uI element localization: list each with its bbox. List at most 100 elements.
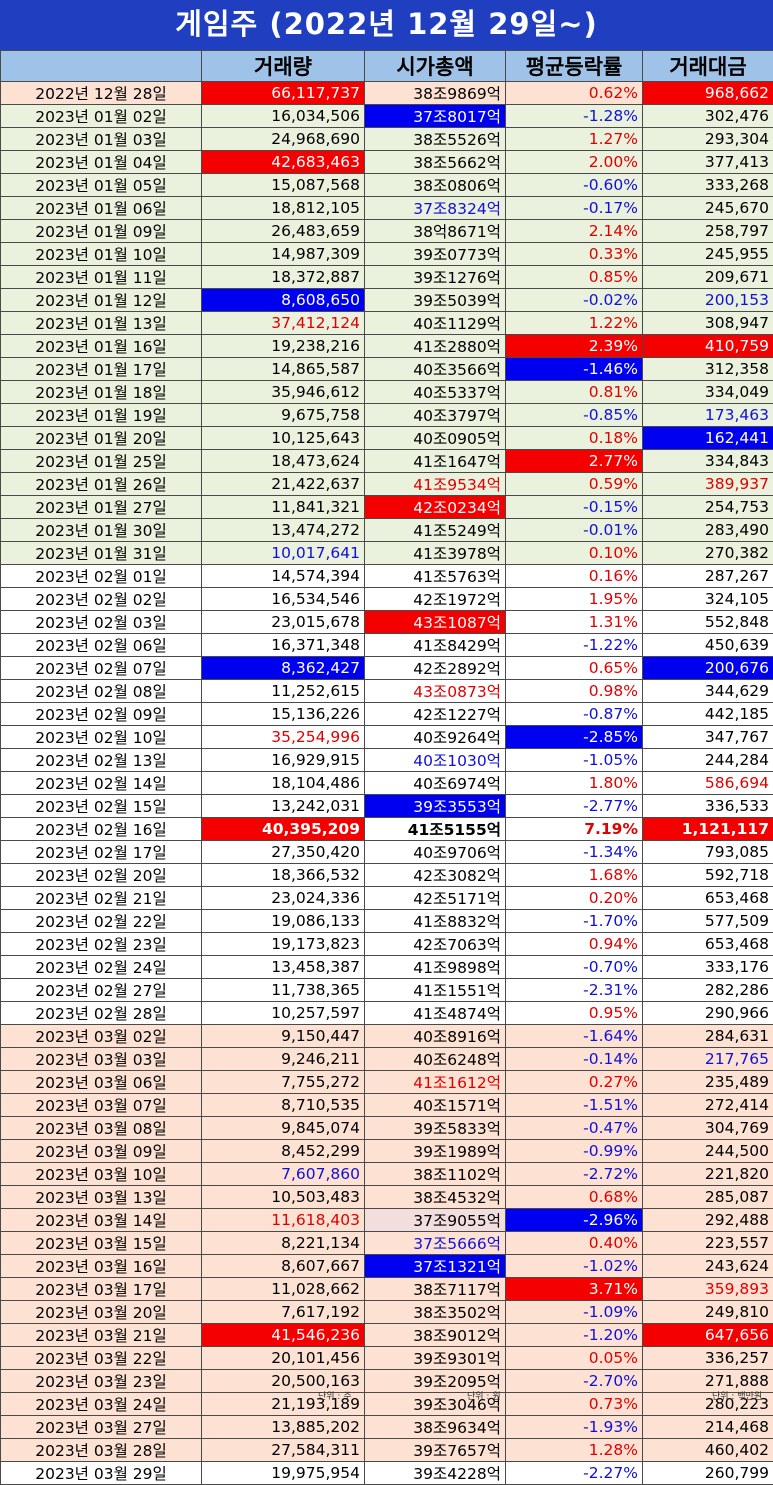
avg-change-cell: 0.40% [506,1232,643,1255]
date-cell: 2023년 03월 20일 [1,1301,202,1324]
date-cell: 2023년 02월 13일 [1,749,202,772]
volume-cell: 15,136,226 [202,703,365,726]
market-cap-cell: 40조6248억 [365,1048,506,1071]
avg-change-cell: 0.98% [506,680,643,703]
market-cap-cell: 38조1102억 [365,1163,506,1186]
date-cell: 2023년 01월 16일 [1,335,202,358]
avg-change-cell: 1.80% [506,772,643,795]
avg-change-cell: 3.71% [506,1278,643,1301]
volume-cell: 8,221,134 [202,1232,365,1255]
volume-cell: 35,254,996 [202,726,365,749]
avg-change-cell: -1.05% [506,749,643,772]
avg-change-cell: 1.27% [506,128,643,151]
volume-cell: 18,812,105 [202,197,365,220]
trade-amount-cell: 389,937 [643,473,773,496]
market-cap-cell: 39조1989억 [365,1140,506,1163]
volume-cell: 10,125,643 [202,427,365,450]
volume-cell: 11,841,321 [202,496,365,519]
trade-amount-cell: 245,670 [643,197,773,220]
volume-cell: 8,710,535 [202,1094,365,1117]
date-cell: 2023년 02월 07일 [1,657,202,680]
market-cap-cell: 38조7117억 [365,1278,506,1301]
date-cell: 2023년 02월 08일 [1,680,202,703]
date-cell: 2023년 02월 15일 [1,795,202,818]
date-cell: 2023년 03월 06일 [1,1071,202,1094]
volume-cell: 9,246,211 [202,1048,365,1071]
volume-cell: 16,929,915 [202,749,365,772]
trade-amount-cell: 200,153 [643,289,773,312]
avg-change-cell: 1.28% [506,1439,643,1462]
trade-amount-cell: 324,105 [643,588,773,611]
date-cell: 2023년 02월 16일 [1,818,202,841]
volume-cell: 19,173,823 [202,933,365,956]
market-cap-cell: 37조9055억 [365,1209,506,1232]
trade-amount-cell: 217,765 [643,1048,773,1071]
unit-amount: 단위 : 백만원 [712,1389,762,1402]
header-avg-change: 평균등락률 [506,51,643,82]
date-cell: 2023년 01월 05일 [1,174,202,197]
date-cell: 2023년 02월 21일 [1,887,202,910]
trade-amount-cell: 410,759 [643,335,773,358]
market-cap-cell: 41조1551억 [365,979,506,1002]
trade-amount-cell: 214,468 [643,1416,773,1439]
volume-cell: 11,618,403 [202,1209,365,1232]
date-cell: 2023년 01월 04일 [1,151,202,174]
trade-amount-cell: 304,769 [643,1117,773,1140]
trade-amount-cell: 272,414 [643,1094,773,1117]
avg-change-cell: 0.18% [506,427,643,450]
avg-change-cell: 1.68% [506,864,643,887]
date-cell: 2023년 02월 23일 [1,933,202,956]
market-cap-cell: 38조5526억 [365,128,506,151]
avg-change-cell: -2.77% [506,795,643,818]
market-cap-cell: 40조3566억 [365,358,506,381]
date-cell: 2023년 01월 26일 [1,473,202,496]
avg-change-cell: -2.27% [506,1462,643,1485]
market-cap-cell: 38조9012억 [365,1324,506,1347]
header-row: 거래량 시가총액 평균등락률 거래대금 [1,51,773,82]
market-cap-cell: 42조1227억 [365,703,506,726]
avg-change-cell: -0.14% [506,1048,643,1071]
trade-amount-cell: 336,257 [643,1347,773,1370]
volume-cell: 18,372,887 [202,266,365,289]
date-cell: 2023년 03월 15일 [1,1232,202,1255]
volume-cell: 19,975,954 [202,1462,365,1485]
market-cap-cell: 39조5039억 [365,289,506,312]
volume-cell: 19,086,133 [202,910,365,933]
market-cap-cell: 42조1972억 [365,588,506,611]
market-cap-cell: 38억8671억 [365,220,506,243]
market-cap-cell: 37조8017억 [365,105,506,128]
avg-change-cell: -1.22% [506,634,643,657]
avg-change-cell: 7.19% [506,818,643,841]
date-cell: 2023년 02월 24일 [1,956,202,979]
market-cap-cell: 38조4532억 [365,1186,506,1209]
trade-amount-cell: 270,382 [643,542,773,565]
avg-change-cell: -2.72% [506,1163,643,1186]
market-cap-cell: 41조2880억 [365,335,506,358]
trade-amount-cell: 260,799 [643,1462,773,1485]
market-cap-cell: 40조6974억 [365,772,506,795]
date-cell: 2023년 03월 03일 [1,1048,202,1071]
volume-cell: 13,242,031 [202,795,365,818]
volume-cell: 11,252,615 [202,680,365,703]
trade-amount-cell: 1,121,117 [643,818,773,841]
date-cell: 2023년 01월 06일 [1,197,202,220]
date-cell: 2023년 03월 10일 [1,1163,202,1186]
date-cell: 2023년 02월 10일 [1,726,202,749]
trade-amount-cell: 243,624 [643,1255,773,1278]
volume-cell: 11,738,365 [202,979,365,1002]
market-cap-cell: 40조1030억 [365,749,506,772]
